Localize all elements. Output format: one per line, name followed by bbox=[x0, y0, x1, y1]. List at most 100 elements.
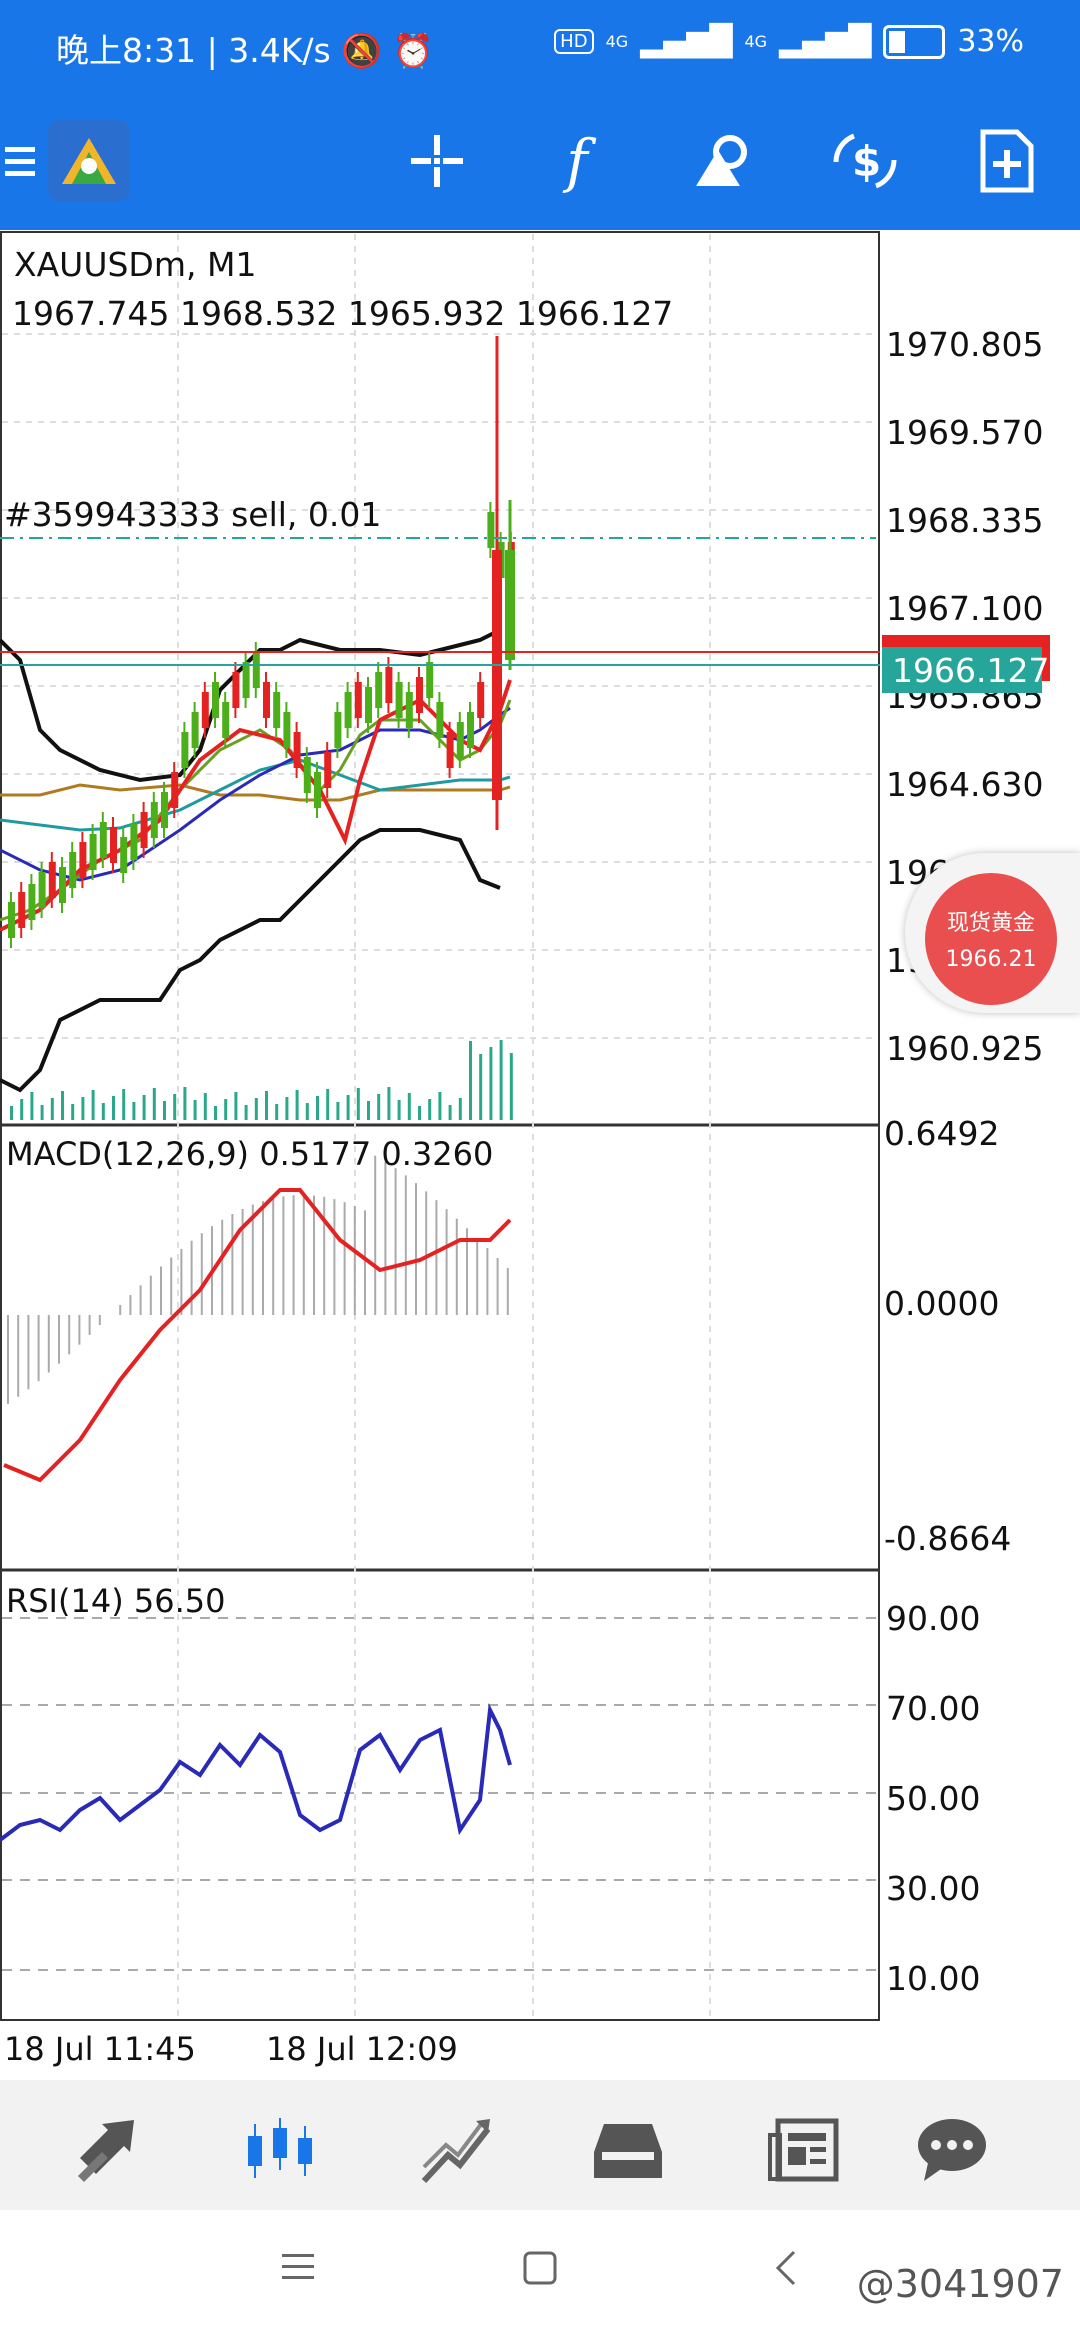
chart-svg[interactable]: XAUUSDm, M1 1967.745 1968.532 1965.932 1… bbox=[0, 230, 1080, 2080]
ma-brown bbox=[0, 783, 511, 802]
candle-body bbox=[38, 872, 46, 908]
candle-body bbox=[130, 824, 138, 860]
candle-body bbox=[293, 732, 301, 768]
candle-body bbox=[120, 837, 128, 873]
volume-bar bbox=[40, 1105, 44, 1120]
price-tick: 1968.335 bbox=[886, 501, 1043, 540]
hd-badge: HD bbox=[554, 29, 594, 54]
rsi-tick: 50.00 bbox=[886, 1779, 980, 1818]
news-icon[interactable] bbox=[754, 2100, 854, 2200]
objects-icon[interactable] bbox=[676, 116, 766, 206]
candle-body bbox=[181, 732, 189, 768]
volume-bar bbox=[254, 1098, 258, 1120]
volume-bar bbox=[387, 1087, 391, 1120]
floating-price: 1966.21 bbox=[945, 947, 1037, 972]
candle-body bbox=[171, 772, 179, 808]
volume-bar bbox=[438, 1092, 442, 1120]
volume-bar bbox=[30, 1092, 34, 1120]
candle-body bbox=[28, 884, 36, 920]
candle-body bbox=[79, 842, 87, 878]
volume-bar bbox=[448, 1105, 452, 1120]
trade-icon[interactable]: $ bbox=[820, 116, 910, 206]
grid bbox=[2, 234, 878, 2018]
moving-averages bbox=[0, 628, 512, 1093]
macd-indicator bbox=[3, 1155, 512, 1483]
macd-tick: 0.6492 bbox=[884, 1114, 999, 1153]
candle-body bbox=[456, 722, 464, 758]
volume-bar bbox=[50, 1098, 54, 1120]
candle-body bbox=[69, 852, 77, 888]
mute-icon: 🔕 bbox=[341, 31, 383, 70]
volume-bar bbox=[458, 1098, 462, 1120]
crosshair-icon[interactable] bbox=[392, 116, 482, 206]
floating-price-widget[interactable]: 现货黄金 1966.21 bbox=[905, 853, 1080, 1013]
current-price: 1966.127 bbox=[892, 651, 1049, 690]
back-icon[interactable] bbox=[774, 2248, 798, 2292]
volume-bar bbox=[152, 1088, 156, 1120]
volume-bar bbox=[112, 1096, 115, 1120]
candle-body bbox=[324, 752, 332, 788]
candle-body bbox=[283, 712, 291, 748]
battery-level: 33% bbox=[957, 24, 1024, 59]
volume-bar bbox=[356, 1088, 360, 1120]
chart-area[interactable]: XAUUSDm, M1 1967.745 1968.532 1965.932 1… bbox=[0, 230, 1080, 2080]
candle-body bbox=[467, 712, 474, 748]
volume-bar bbox=[285, 1097, 289, 1120]
recent-apps-icon[interactable] bbox=[280, 2250, 316, 2288]
home-icon[interactable] bbox=[522, 2250, 558, 2290]
candle-body bbox=[477, 682, 485, 718]
signal-label-2: 4G bbox=[744, 32, 768, 51]
chart-icon[interactable] bbox=[230, 2100, 330, 2200]
volume-bar bbox=[418, 1106, 421, 1120]
candle-body bbox=[201, 692, 209, 728]
volume-bar bbox=[295, 1090, 299, 1120]
volume-bar bbox=[244, 1105, 248, 1120]
candle-body bbox=[212, 682, 219, 718]
status-speed: 3.4K/s bbox=[228, 31, 331, 70]
rsi-tick: 70.00 bbox=[886, 1689, 980, 1728]
candle-body bbox=[303, 757, 311, 793]
candle-body bbox=[365, 687, 372, 723]
candle-body bbox=[375, 672, 383, 708]
function-icon[interactable]: f bbox=[566, 127, 588, 195]
new-order-icon[interactable] bbox=[962, 116, 1052, 206]
chat-icon[interactable] bbox=[902, 2100, 1002, 2200]
ma-red bbox=[0, 679, 512, 932]
candles bbox=[8, 336, 515, 948]
rsi-axis: 90.00 70.00 50.00 30.00 10.00 bbox=[886, 1599, 980, 1998]
macd-label: MACD(12,26,9) 0.5177 0.3260 bbox=[6, 1135, 493, 1173]
order-label[interactable]: #359943333 sell, 0.01 bbox=[4, 495, 381, 534]
top-toolbar: f $ bbox=[0, 96, 1080, 230]
time-label-2: 18 Jul 12:09 bbox=[266, 2030, 458, 2068]
volume-bar bbox=[163, 1101, 166, 1120]
candle-body bbox=[232, 672, 240, 708]
volume-bar bbox=[71, 1104, 75, 1120]
alarm-icon: ⏰ bbox=[392, 31, 434, 70]
candle-body bbox=[416, 677, 423, 713]
trade-nav-icon[interactable] bbox=[406, 2100, 506, 2200]
volume-bar bbox=[336, 1102, 340, 1120]
volume-bar bbox=[214, 1106, 217, 1120]
candle-body bbox=[385, 667, 393, 703]
volume-bar bbox=[265, 1091, 268, 1120]
rsi-line bbox=[0, 1703, 512, 1842]
rsi-tick: 30.00 bbox=[886, 1869, 980, 1908]
volume-bar bbox=[183, 1087, 187, 1120]
volume-bar bbox=[469, 1041, 472, 1120]
status-right: HD 4G ▂▄▆█ 4G ▂▄▆█ 33% bbox=[554, 24, 1024, 59]
candle-body bbox=[263, 682, 270, 718]
volume-bars bbox=[10, 1040, 513, 1120]
bottom-nav bbox=[0, 2080, 1080, 2210]
app-logo[interactable] bbox=[44, 116, 134, 206]
floating-ball[interactable]: 现货黄金 1966.21 bbox=[925, 873, 1057, 1005]
menu-icon[interactable] bbox=[0, 116, 70, 206]
candle-body bbox=[354, 682, 362, 718]
macd-tick: 0.0000 bbox=[884, 1284, 999, 1323]
volume-bar bbox=[428, 1099, 432, 1120]
quotes-icon[interactable] bbox=[58, 2100, 158, 2200]
volume-bar bbox=[326, 1089, 330, 1120]
volume-bar bbox=[346, 1095, 350, 1120]
history-icon[interactable] bbox=[578, 2100, 678, 2200]
volume-bar bbox=[61, 1091, 64, 1120]
candle-body bbox=[273, 692, 281, 728]
